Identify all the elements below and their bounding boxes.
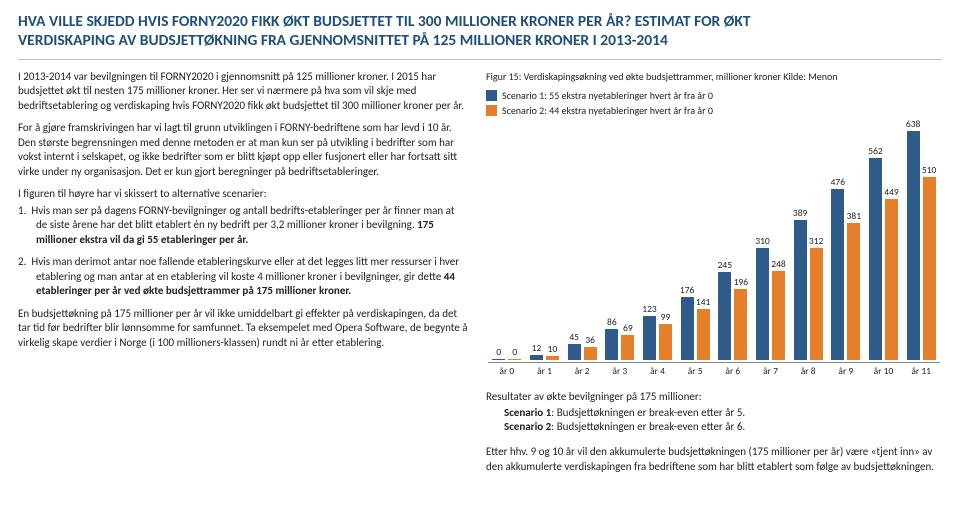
bar-scenario1: 123	[643, 316, 656, 360]
bar-label: 381	[847, 210, 861, 222]
bar-label: 389	[793, 207, 807, 219]
bar-label: 69	[623, 322, 633, 334]
bar-pair: 245196	[718, 272, 748, 360]
x-axis-label: år 4	[641, 365, 675, 377]
bar-label: 10	[548, 343, 558, 355]
list-item-2: 2. Hvis man derimot antar noe fallende e…	[18, 255, 468, 299]
bar-label: 449	[884, 186, 898, 198]
bar-label: 310	[755, 235, 769, 247]
bar-scenario2: 141	[697, 309, 710, 360]
x-axis-label: år 3	[603, 365, 637, 377]
bar-label: 36	[585, 334, 595, 346]
bar-pair: 389312	[793, 220, 823, 360]
bar-scenario1: 638	[907, 131, 920, 360]
bar-label: 141	[696, 296, 710, 308]
bar-label: 86	[607, 316, 617, 328]
bar-chart: 0012104536866912399176141245196310248389…	[486, 123, 942, 378]
bar-pair: 638510	[906, 131, 936, 360]
para-3: En budsjettøkning på 175 millioner per å…	[18, 307, 468, 351]
after-text: Etter hhv. 9 og 10 år vil den akkumulert…	[486, 445, 942, 475]
para-1: I 2013-2014 var bevilgningen til FORNY20…	[18, 70, 468, 114]
bar-label: 245	[718, 259, 732, 271]
legend-swatch-2	[486, 105, 497, 116]
title-line-2: VERDISKAPING AV BUDSJETTØKNING FRA GJENN…	[18, 31, 668, 50]
bar-scenario1: 12	[530, 355, 543, 359]
right-column: Figur 15: Verdiskapingsøkning ved økte b…	[486, 70, 942, 475]
x-axis-label: år 5	[678, 365, 712, 377]
bar-scenario1: 245	[718, 272, 731, 360]
legend-swatch-1	[486, 90, 497, 101]
bar-scenario1: 389	[794, 220, 807, 360]
bar-pair: 562449	[869, 158, 899, 360]
bar-label: 562	[868, 145, 882, 157]
x-axis-label: år 11	[904, 365, 938, 377]
results-line-2: Scenario 2: Budsjettøkningen er break-ev…	[486, 420, 942, 435]
bar-pair: 8669	[605, 329, 635, 360]
bar-pair: 12399	[643, 316, 673, 360]
legend-label-1: Scenario 1: 55 ekstra nyetableringer hve…	[502, 89, 713, 102]
bar-scenario2: 510	[923, 177, 936, 360]
para-2: For å gjøre framskrivingen har vi lagt t…	[18, 121, 468, 179]
bar-label: 476	[831, 176, 845, 188]
bar-label: 12	[532, 342, 542, 354]
bar-scenario2: 449	[885, 199, 898, 360]
bar-pair: 310248	[756, 248, 786, 359]
bar-label: 638	[906, 118, 920, 130]
bar-scenario2: 69	[621, 335, 634, 360]
bar-scenario1: 562	[869, 158, 882, 360]
bar-scenario2: 36	[584, 347, 597, 360]
x-axis-label: år 0	[490, 365, 524, 377]
x-axis-label: år 7	[754, 365, 788, 377]
bar-label: 510	[922, 164, 936, 176]
bar-scenario1: 45	[568, 344, 581, 360]
bar-scenario2: 99	[659, 324, 672, 360]
legend-item-2: Scenario 2: 44 ekstra nyetableringer hve…	[486, 104, 942, 117]
bar-pair: 00	[492, 359, 522, 360]
bar-scenario2: 312	[810, 248, 823, 360]
bar-scenario1: 0	[492, 359, 505, 360]
bar-scenario1: 310	[756, 248, 769, 359]
list-intro: I figuren til høyre har vi skissert to a…	[18, 187, 468, 202]
bar-label: 99	[661, 311, 671, 323]
bar-label: 248	[771, 258, 785, 270]
bar-label: 0	[496, 346, 501, 358]
bar-pair: 4536	[567, 344, 597, 360]
results-line-1: Scenario 1: Budsjettøkningen er break-ev…	[486, 406, 942, 421]
legend-item-1: Scenario 1: 55 ekstra nyetableringer hve…	[486, 89, 942, 102]
bar-scenario1: 476	[831, 189, 844, 360]
bar-label: 45	[569, 331, 579, 343]
divider	[18, 59, 942, 60]
list-item-1: 1. Hvis man ser på dagens FORNY-bevilgni…	[18, 204, 468, 248]
x-axis-label: år 6	[716, 365, 750, 377]
bar-label: 176	[680, 284, 694, 296]
bar-label: 0	[512, 346, 517, 358]
bar-label: 196	[734, 276, 748, 288]
bar-pair: 1210	[530, 355, 560, 359]
bar-scenario2: 10	[546, 356, 559, 360]
x-axis-label: år 9	[829, 365, 863, 377]
bar-label: 123	[642, 303, 656, 315]
x-axis-label: år 1	[528, 365, 562, 377]
x-axis-label: år 8	[791, 365, 825, 377]
title-line-1: HVA VILLE SKJEDD HVIS FORNY2020 FIKK ØKT…	[18, 12, 751, 31]
bar-scenario1: 86	[605, 329, 618, 360]
bar-scenario2: 248	[772, 271, 785, 360]
legend-label-2: Scenario 2: 44 ekstra nyetableringer hve…	[502, 104, 713, 117]
bar-pair: 176141	[680, 297, 710, 360]
legend: Scenario 1: 55 ekstra nyetableringer hve…	[486, 89, 942, 117]
left-column: I 2013-2014 var bevilgningen til FORNY20…	[18, 70, 468, 475]
bar-pair: 476381	[831, 189, 861, 360]
figure-title: Figur 15: Verdiskapingsøkning ved økte b…	[486, 70, 942, 83]
bar-label: 312	[809, 235, 823, 247]
x-axis-label: år 2	[565, 365, 599, 377]
bar-scenario2: 0	[508, 359, 521, 360]
page-title: HVA VILLE SKJEDD HVIS FORNY2020 FIKK ØKT…	[18, 12, 942, 51]
results-header: Resultater av økte bevilgninger på 175 m…	[486, 390, 942, 405]
results-block: Resultater av økte bevilgninger på 175 m…	[486, 390, 942, 436]
bar-scenario1: 176	[681, 297, 694, 360]
x-axis-label: år 10	[867, 365, 901, 377]
bar-scenario2: 381	[847, 223, 860, 360]
bar-scenario2: 196	[734, 289, 747, 359]
